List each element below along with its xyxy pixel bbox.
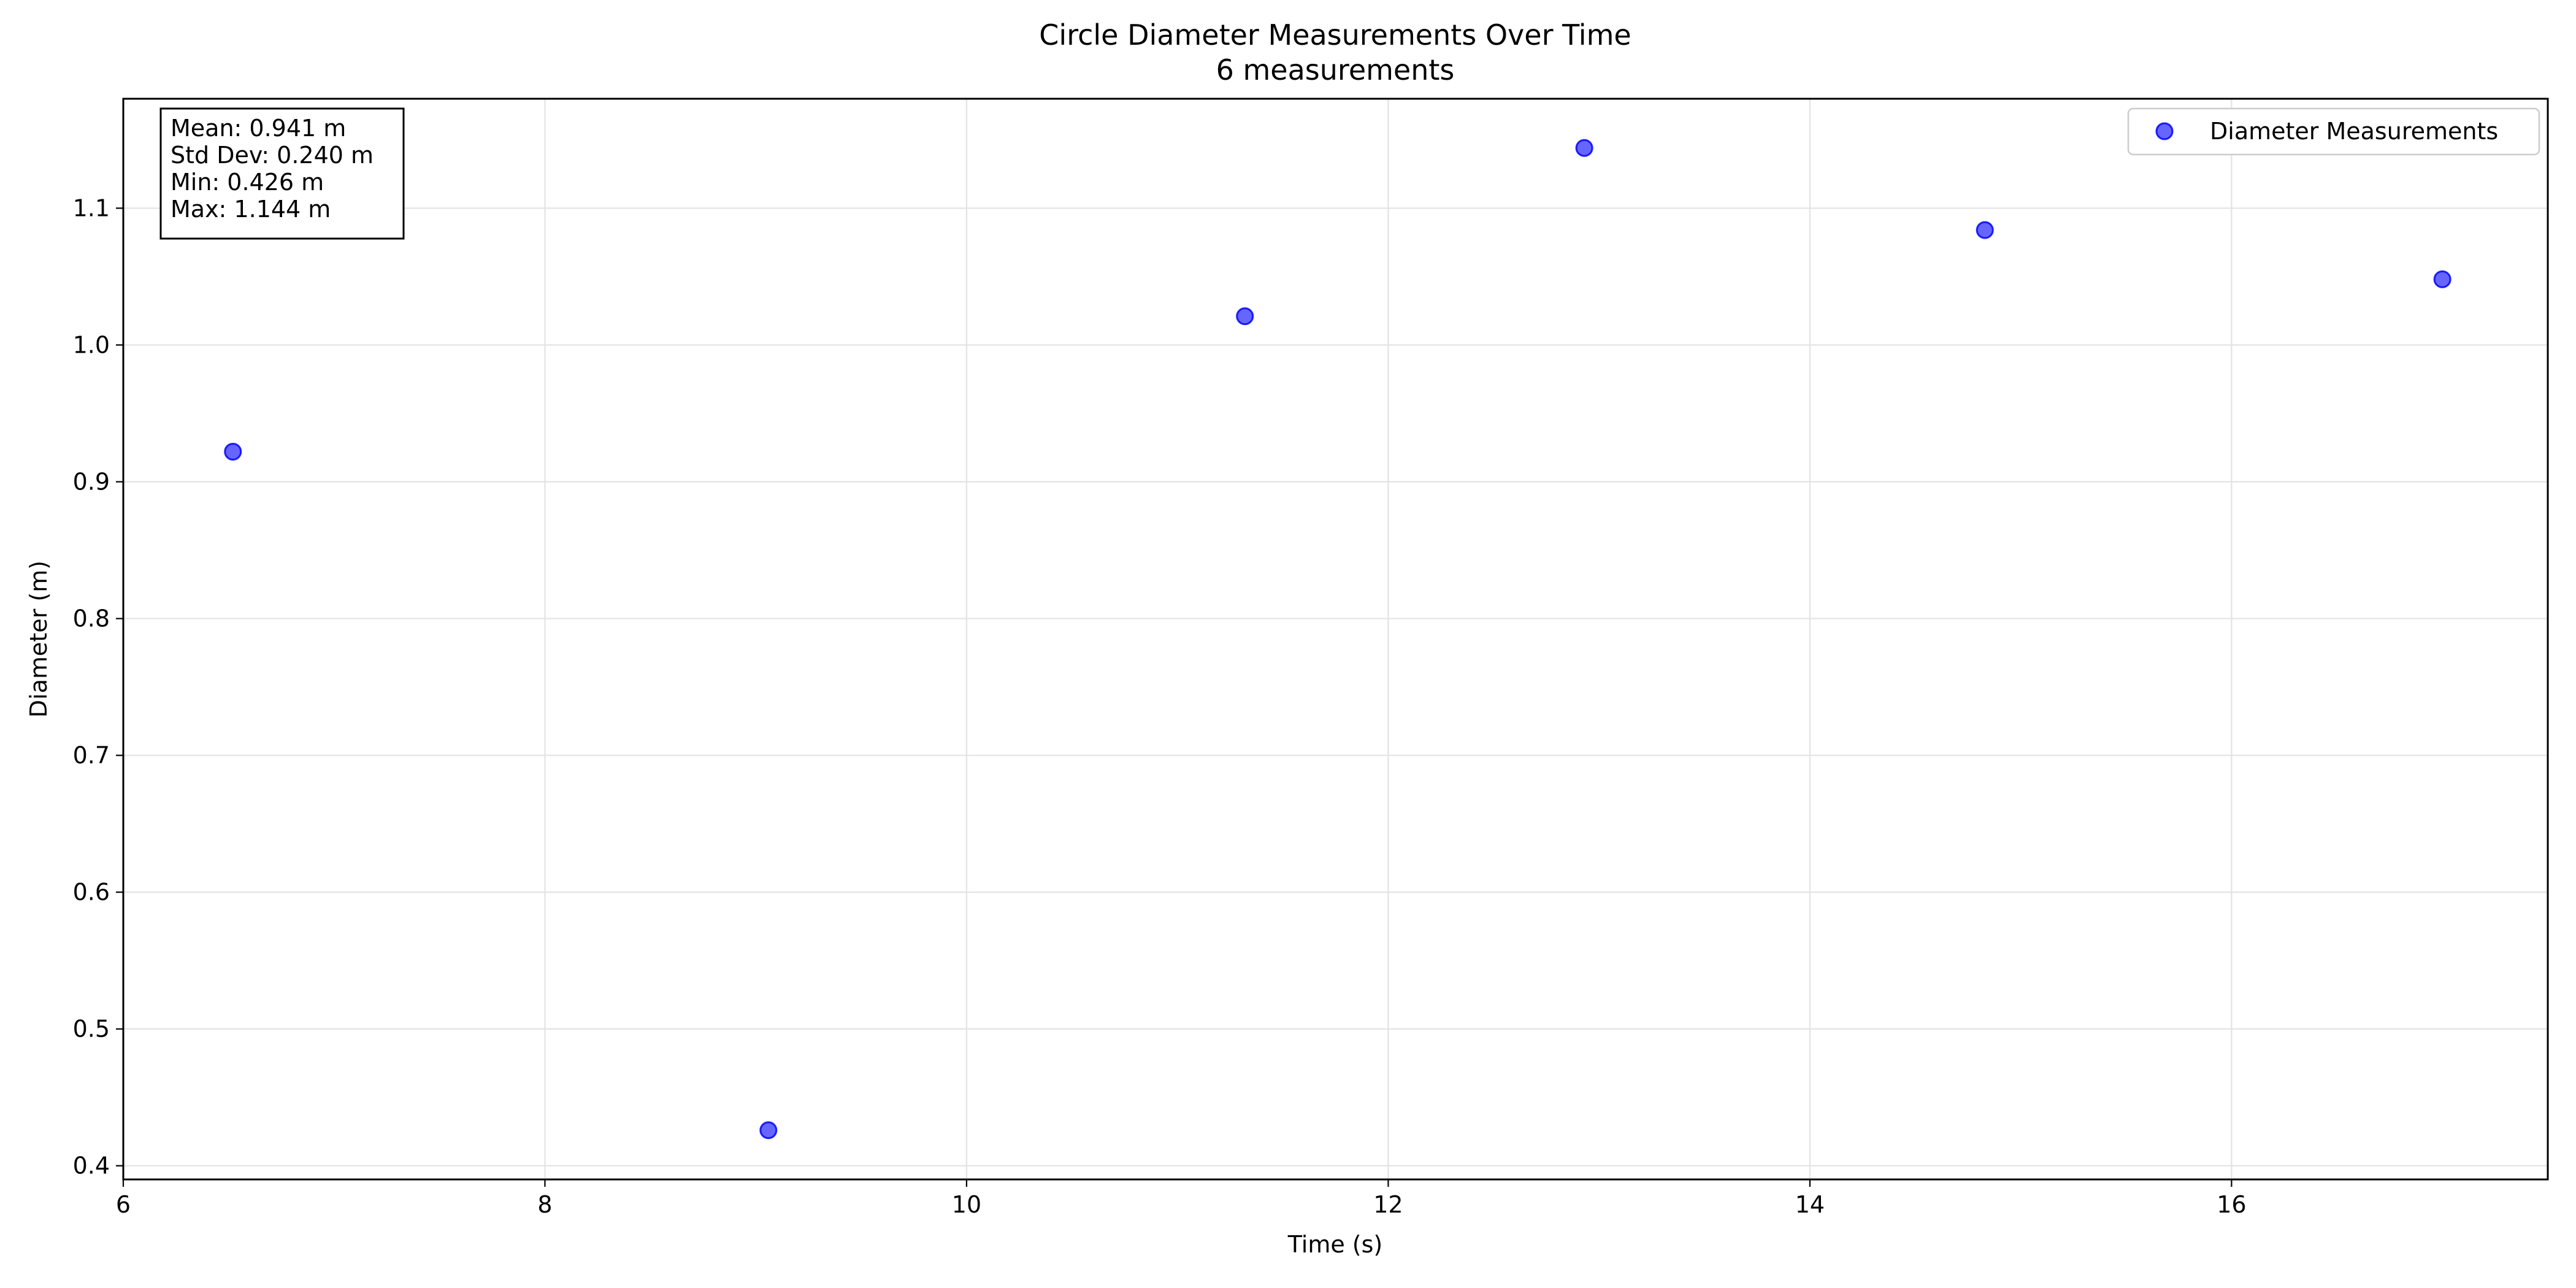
x-tick-label: 12: [1373, 1191, 1403, 1218]
legend-marker: [2155, 122, 2174, 140]
x-tick-label: 10: [952, 1191, 981, 1218]
data-point: [759, 1121, 778, 1140]
stats-std-dev: Std Dev: 0.240 m: [171, 142, 374, 169]
stats-box-frame: [159, 107, 405, 240]
y-axis-ticks: 0.4 0.5 0.6 0.7 0.8 0.9 1.0 1.1: [73, 194, 123, 1179]
data-point: [1976, 221, 1994, 239]
legend-label: Diameter Measurements: [2210, 118, 2498, 145]
x-tick-label: 16: [2217, 1191, 2246, 1218]
grid: [122, 99, 2548, 1179]
chart-title: Circle Diameter Measurements Over Time: [1039, 18, 1631, 52]
legend: Diameter Measurements: [2127, 107, 2540, 156]
chart-subtitle: 6 measurements: [1216, 53, 1455, 86]
x-tick-label: 6: [116, 1191, 131, 1218]
stats-box: Mean: 0.941 m Std Dev: 0.240 m Min: 0.42…: [159, 107, 405, 240]
y-tick-label: 1.1: [73, 194, 110, 221]
x-axis-label: Time (s): [1287, 1231, 1383, 1258]
x-tick-label: 14: [1795, 1191, 1825, 1218]
plot-frame: [122, 98, 2549, 1181]
data-point: [224, 442, 242, 461]
y-axis-label: Diameter (m): [25, 561, 52, 718]
stats-min: Min: 0.426 m: [171, 169, 324, 196]
y-tick-label: 0.5: [73, 1016, 110, 1043]
data-point: [1236, 307, 1254, 326]
stats-mean: Mean: 0.941 m: [171, 115, 346, 142]
data-points: [224, 139, 2451, 1140]
data-point: [1575, 139, 1593, 157]
y-tick-label: 0.4: [73, 1152, 110, 1179]
y-tick-label: 0.6: [73, 879, 110, 906]
x-axis-ticks: 6 8 10 12 14 16: [116, 1179, 2247, 1218]
y-tick-label: 0.8: [73, 605, 110, 632]
x-tick-label: 8: [537, 1191, 552, 1218]
data-point: [2433, 270, 2451, 288]
stats-max: Max: 1.144 m: [171, 196, 331, 223]
y-tick-label: 1.0: [73, 331, 110, 358]
legend-frame: [2127, 107, 2540, 156]
y-tick-label: 0.7: [73, 742, 110, 769]
y-tick-label: 0.9: [73, 469, 110, 496]
